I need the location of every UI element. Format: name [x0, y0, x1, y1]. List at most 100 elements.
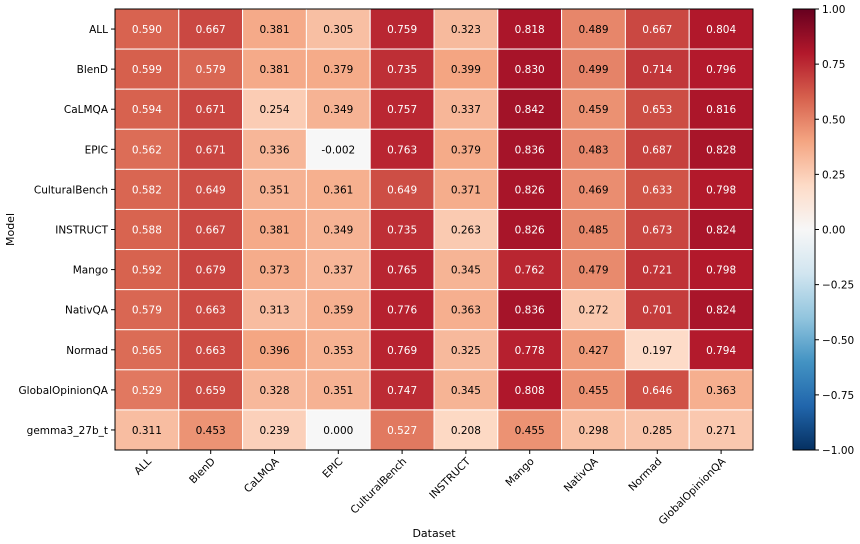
heatmap-cell [497, 128, 563, 170]
cell-value-label: 0.359 [323, 305, 353, 317]
heatmap-cell [624, 289, 690, 331]
cell-value-label: 0.590 [132, 24, 162, 36]
cell-value-label: 0.485 [578, 225, 608, 237]
cell-value-label: 0.469 [578, 184, 608, 196]
heatmap-cell [688, 8, 754, 50]
cell-value-label: 0.562 [132, 144, 162, 156]
cell-value-label: 0.381 [259, 24, 289, 36]
x-tick-label: ALL [132, 456, 154, 478]
cell-value-label: 0.579 [196, 64, 226, 76]
cell-value-label: 0.272 [578, 305, 608, 317]
cell-value-label: 0.349 [323, 225, 353, 237]
cell-value-label: 0.765 [387, 265, 417, 277]
y-axis-label: Model [4, 213, 17, 246]
cell-value-label: 0.663 [196, 345, 226, 357]
cell-value-label: 0.649 [387, 184, 417, 196]
heatmap-cell [561, 329, 626, 371]
cell-value-label: -0.002 [321, 144, 355, 156]
heatmap-cell [178, 8, 244, 50]
cell-value-label: 0.824 [706, 305, 736, 317]
cell-value-label: 0.363 [706, 385, 736, 397]
cell-value-label: 0.747 [387, 385, 417, 397]
cell-value-label: 0.588 [132, 225, 162, 237]
cell-value-label: 0.673 [642, 225, 672, 237]
heatmap-cell [114, 369, 180, 411]
heatmap-cell [561, 409, 626, 451]
cell-value-label: 0.762 [515, 265, 545, 277]
cell-value-label: 0.836 [515, 144, 545, 156]
heatmap-cell [433, 289, 499, 331]
heatmap-cell [624, 249, 690, 291]
cell-value-label: 0.687 [642, 144, 672, 156]
heatmap-cell [497, 369, 563, 411]
cell-value-label: 0.351 [323, 385, 353, 397]
heatmap-cell [369, 289, 435, 331]
cell-value-label: 0.527 [387, 425, 417, 437]
colorbar-tick-label: 0.75 [822, 59, 845, 71]
heatmap-cell [433, 369, 499, 411]
cell-value-label: 0.667 [196, 225, 226, 237]
x-tick-label: EPIC [320, 456, 345, 481]
y-tick-label: CulturalBench [34, 184, 108, 196]
heatmap-cell [561, 249, 626, 291]
heatmap-cell [433, 128, 499, 170]
heatmap-cell [561, 8, 626, 50]
cell-value-label: 0.000 [323, 425, 353, 437]
heatmap-cell [178, 168, 244, 210]
heatmap-cell [178, 88, 244, 130]
heatmap-cell [305, 208, 371, 251]
x-tick-label: GlobalOpinionQA [656, 455, 728, 527]
cell-value-label: 0.798 [706, 184, 736, 196]
cell-value-label: 0.455 [578, 385, 608, 397]
colorbar-ticks: 1.00 0.75 0.50 0.25 0.00 −0.25 −0.50 −0.75 −1.00 [815, 4, 854, 457]
cell-value-label: 0.794 [706, 345, 736, 357]
heatmap-cell [497, 168, 563, 210]
cell-value-label: 0.263 [451, 225, 481, 237]
cell-value-label: 0.285 [642, 425, 672, 437]
cell-value-label: 0.305 [323, 24, 353, 36]
y-tick-label: GlobalOpinionQA [19, 385, 109, 397]
heatmap-cell [624, 369, 690, 411]
cell-value-label: 0.529 [132, 385, 162, 397]
cell-value-label: 0.313 [259, 305, 289, 317]
heatmap-cell [688, 249, 754, 291]
cell-value-label: 0.483 [578, 144, 608, 156]
y-tick-label: BlenD [77, 64, 108, 76]
y-tick-label: Mango [73, 265, 108, 277]
heatmap-cell [688, 409, 754, 451]
heatmap-cell [178, 329, 244, 371]
cell-value-label: 0.379 [323, 64, 353, 76]
heatmap-cell [114, 8, 180, 50]
y-tick-labels: ALL BlenD CaLMQA EPIC CulturalBench INSTRUCT M… [19, 24, 115, 437]
y-tick-label: gemma3_27b_t [27, 425, 108, 437]
cell-value-label: 0.271 [706, 425, 736, 437]
colorbar-tick-label: −1.00 [822, 445, 854, 457]
colorbar: 1.00 0.75 0.50 0.25 0.00 −0.25 −0.50 −0.75 −1.00 [792, 4, 854, 457]
heatmap-cell [178, 289, 244, 331]
heatmap-cell [624, 128, 690, 170]
heatmap-cell [242, 329, 307, 371]
x-tick-label: INSTRUCT [427, 455, 473, 501]
heatmap-cell [433, 208, 499, 251]
cell-value-label: 0.381 [259, 64, 289, 76]
heatmap-cell [624, 48, 690, 90]
cell-value-label: 0.667 [642, 24, 672, 36]
heatmap-cell [688, 128, 754, 170]
heatmap-cell [624, 208, 690, 251]
colorbar-tick-label: −0.75 [822, 390, 854, 402]
y-tick-label: EPIC [85, 144, 108, 156]
cell-value-label: 0.328 [259, 385, 289, 397]
heatmap-cell [624, 168, 690, 210]
heatmap-cell [688, 48, 754, 90]
cell-value-label: 0.363 [451, 305, 481, 317]
cell-value-label: 0.778 [515, 345, 545, 357]
cell-value-label: 0.479 [578, 265, 608, 277]
cell-value-label: 0.721 [642, 265, 672, 277]
cell-value-label: 0.776 [387, 305, 417, 317]
cell-value-label: 0.565 [132, 345, 162, 357]
cell-value-label: 0.239 [259, 425, 289, 437]
cell-value-label: 0.579 [132, 305, 162, 317]
heatmap-cell [305, 249, 371, 291]
cell-value-label: 0.757 [387, 104, 417, 116]
cell-value-label: 0.345 [451, 265, 481, 277]
